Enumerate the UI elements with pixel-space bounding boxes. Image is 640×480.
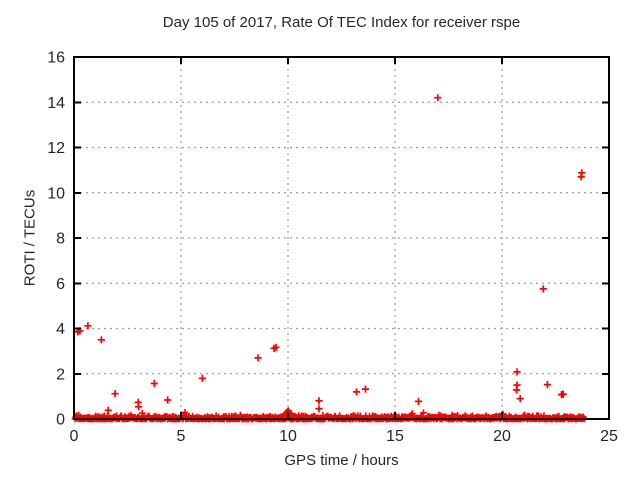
x-axis-title: GPS time / hours: [284, 452, 399, 469]
y-tick-label-4: 4: [56, 321, 65, 338]
x-tick-label-25: 25: [600, 428, 618, 445]
y-tick-label-6: 6: [56, 276, 65, 293]
x-tick-label-0: 0: [70, 428, 79, 445]
y-tick-label-16: 16: [47, 50, 65, 67]
y-tick-label-14: 14: [47, 95, 65, 112]
baseline-band-markers: [71, 407, 588, 423]
x-tick-label-5: 5: [177, 428, 186, 445]
x-tick-label-15: 15: [386, 428, 404, 445]
y-tick-label-12: 12: [47, 140, 65, 157]
y-tick-label-10: 10: [47, 185, 65, 202]
scatter-points: [74, 94, 586, 414]
axis-ticks: [73, 56, 610, 420]
y-tick-label-0: 0: [56, 412, 65, 429]
y-tick-label-8: 8: [56, 231, 65, 248]
plot-border: [73, 56, 610, 420]
x-tick-label-10: 10: [279, 428, 297, 445]
y-tick-label-2: 2: [56, 366, 65, 383]
chart-title: Day 105 of 2017, Rate Of TEC Index for r…: [162, 14, 521, 31]
x-tick-label-20: 20: [493, 428, 511, 445]
